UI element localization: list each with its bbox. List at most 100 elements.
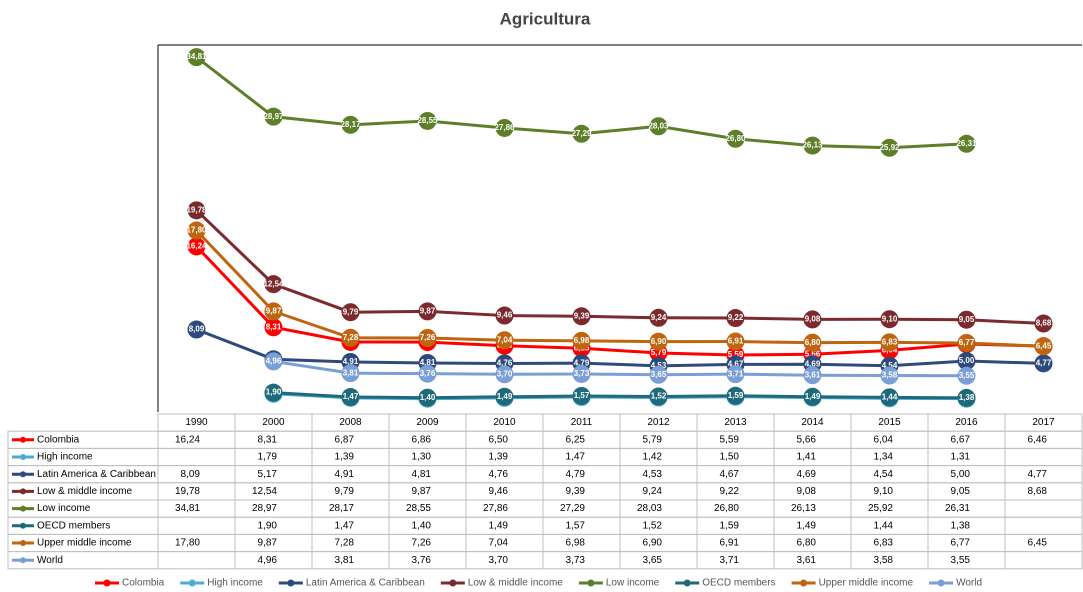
series-line	[195, 328, 1044, 368]
data-label: 28,97	[263, 112, 284, 121]
legend-key	[20, 471, 26, 478]
marker	[803, 136, 822, 155]
x-tick-label: 2008	[339, 417, 362, 428]
table-value: 1,38	[951, 520, 971, 531]
data-label: 4,53	[651, 361, 667, 370]
marker	[572, 124, 591, 143]
table-value: 3,65	[643, 555, 663, 566]
table-value: 9,46	[489, 486, 509, 497]
marker	[649, 308, 668, 327]
table-value: 1,44	[874, 520, 894, 531]
data-label: 5,00	[959, 356, 975, 365]
table-value: 25,92	[868, 503, 893, 514]
legend-label: Low income	[606, 578, 660, 589]
table-value: 6,67	[951, 434, 971, 445]
data-label: 27,86	[494, 123, 515, 132]
table-row	[7, 499, 1083, 518]
row-label: World	[37, 555, 63, 566]
series-line	[195, 209, 1044, 326]
marker	[341, 115, 360, 134]
data-label: 27,29	[571, 129, 592, 138]
data-label: 3,73	[574, 369, 590, 378]
data-label: 28,55	[417, 116, 438, 125]
row-label: Upper middle income	[37, 538, 132, 549]
table-value: 6,46	[1028, 434, 1048, 445]
x-tick-label: 1990	[185, 417, 208, 428]
table-value: 1,59	[720, 520, 740, 531]
legend-label: Colombia	[122, 578, 165, 589]
marker	[957, 333, 976, 352]
table-value: 1,49	[797, 520, 817, 531]
marker	[957, 366, 976, 385]
table-row	[7, 447, 1083, 467]
data-label: 7,04	[497, 335, 513, 344]
table-value: 5,66	[797, 434, 817, 445]
table-value: 26,13	[791, 503, 816, 514]
data-label: 7,26	[420, 333, 436, 342]
table-value: 3,81	[335, 555, 355, 566]
data-label: 34,81	[186, 52, 207, 61]
table-value: 9,39	[566, 486, 586, 497]
data-label: 3,61	[805, 370, 821, 379]
table-value: 3,70	[489, 555, 509, 566]
table-value: 26,80	[714, 503, 739, 514]
row-label: Colombia	[37, 434, 80, 445]
data-label: 1,52	[651, 392, 667, 401]
data-label: 4,67	[728, 360, 744, 369]
legend-key	[20, 454, 26, 460]
table-value: 9,10	[874, 486, 894, 497]
table-value: 8,09	[181, 469, 201, 480]
marker	[495, 387, 514, 406]
marker	[341, 303, 360, 322]
table-value: 1,90	[258, 520, 278, 531]
marker	[187, 237, 206, 256]
table-value: 1,47	[566, 452, 586, 463]
data-label: 9,05	[959, 315, 975, 324]
marker	[880, 366, 899, 385]
data-label: 9,46	[497, 311, 513, 320]
data-label: 9,87	[420, 306, 436, 315]
table-value: 3,58	[874, 555, 894, 566]
legend-key	[800, 579, 808, 587]
data-label: 3,76	[420, 369, 436, 378]
data-label: 6,90	[651, 337, 667, 346]
table-value: 1,52	[643, 520, 663, 531]
table-value: 1,40	[412, 520, 432, 531]
marker	[803, 387, 822, 406]
marker	[418, 364, 437, 383]
table-value: 9,05	[951, 486, 971, 497]
marker	[649, 387, 668, 406]
table-row	[7, 482, 1083, 501]
table-value: 6,91	[720, 538, 740, 549]
table-value: 9,87	[412, 486, 432, 497]
data-label: 26,31	[956, 139, 977, 148]
data-label: 1,38	[959, 393, 975, 402]
legend-key	[188, 579, 196, 587]
table-value: 27,29	[560, 503, 585, 514]
marker	[264, 318, 283, 337]
data-label: 1,57	[574, 391, 590, 400]
legend-key	[103, 579, 111, 587]
table-value: 28,03	[637, 503, 662, 514]
data-label: 4,54	[882, 361, 898, 370]
table-value: 27,86	[483, 503, 508, 514]
table-value: 4,77	[1028, 469, 1048, 480]
x-tick-label: 2015	[878, 417, 901, 428]
table-value: 1,42	[643, 452, 663, 463]
marker	[264, 107, 283, 126]
marker	[264, 302, 283, 321]
marker	[1034, 314, 1053, 333]
x-tick-label: 2016	[955, 417, 978, 428]
table-value: 6,83	[874, 538, 894, 549]
marker	[726, 129, 745, 148]
table-value: 3,61	[797, 555, 817, 566]
data-label: 6,77	[959, 338, 975, 347]
chart-title: Agricultura	[500, 9, 591, 28]
table-value: 1,50	[720, 452, 740, 463]
marker	[187, 221, 206, 240]
table-row	[7, 533, 1083, 553]
table-value: 1,47	[335, 520, 355, 531]
marker	[495, 118, 514, 137]
legend-key	[287, 579, 295, 587]
